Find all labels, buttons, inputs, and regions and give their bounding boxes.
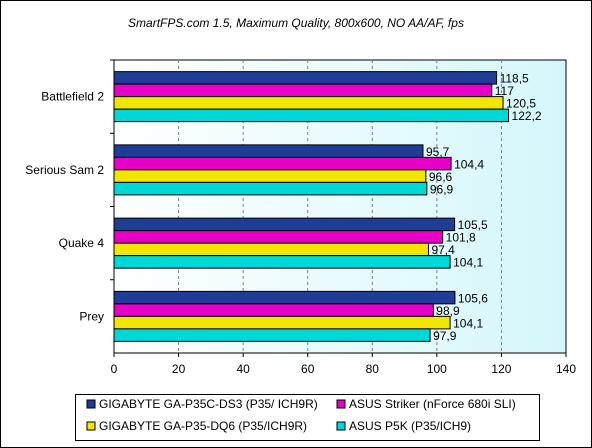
- x-axis-ticks: 0 20 40 60 80 100 120 140: [111, 353, 576, 376]
- bar: [113, 144, 424, 158]
- bar: [113, 169, 427, 183]
- bar: [113, 290, 456, 305]
- bar: [113, 217, 456, 232]
- legend: GIGABYTE GA-P35C-DS3 (P35/ ICH9R) ASUS St…: [75, 394, 540, 441]
- data-label: 105,6: [458, 291, 488, 305]
- x-tick-label: 20: [172, 362, 186, 376]
- category-label: Quake 4: [59, 236, 105, 250]
- data-label: 105,5: [458, 218, 488, 232]
- x-tick-label: 100: [427, 362, 447, 376]
- legend-swatch: [336, 399, 346, 409]
- bar: [113, 315, 451, 330]
- legend-label: GIGABYTE GA-P35C-DS3 (P35/ ICH9R): [99, 397, 318, 411]
- category-labels: Battlefield 2 Serious Sam 2 Quake 4 Prey: [25, 59, 114, 323]
- legend-label: GIGABYTE GA-P35-DQ6 (P35/ICH9R): [99, 419, 307, 433]
- bar: [113, 83, 493, 98]
- data-label: 97,9: [433, 329, 457, 343]
- bar: [113, 255, 451, 269]
- chart-title: SmartFPS.com 1.5, Maximum Quality, 800x6…: [128, 16, 464, 30]
- data-label: 120,5: [506, 97, 536, 111]
- data-label: 122,2: [512, 109, 542, 123]
- bar: [113, 108, 510, 123]
- x-tick-label: 0: [111, 362, 118, 376]
- data-label: 104,1: [453, 316, 483, 330]
- data-label: 101,8: [446, 231, 476, 245]
- category-label: Battlefield 2: [41, 90, 104, 104]
- legend-swatch: [86, 399, 96, 409]
- x-tick-label: 60: [301, 362, 315, 376]
- bar: [113, 328, 431, 342]
- legend-box: [75, 394, 540, 441]
- x-tick-label: 120: [491, 362, 511, 376]
- legend-label: ASUS P5K (P35/ICH9): [349, 419, 471, 433]
- bar: [113, 181, 428, 196]
- bar: [113, 71, 498, 85]
- legend-swatch: [86, 421, 96, 431]
- data-label: 98,9: [436, 304, 460, 318]
- category-label: Prey: [79, 309, 104, 323]
- data-label: 97,4: [431, 243, 455, 257]
- data-label: 96,6: [429, 170, 453, 184]
- data-label: 118,5: [500, 72, 529, 86]
- x-tick-label: 140: [556, 362, 576, 376]
- x-tick-label: 80: [366, 362, 380, 376]
- bar: [113, 242, 429, 257]
- data-label: 117: [495, 84, 514, 98]
- x-tick-label: 40: [236, 362, 250, 376]
- legend-label: ASUS Striker (nForce 680i SLI): [349, 397, 516, 411]
- data-label: 104,4: [454, 157, 484, 171]
- bar: [113, 230, 444, 244]
- category-label: Serious Sam 2: [25, 163, 104, 177]
- bar: [113, 96, 504, 110]
- data-label: 104,1: [453, 256, 483, 270]
- data-label: 96,9: [430, 182, 454, 196]
- bars: [113, 71, 510, 342]
- bar: [113, 303, 434, 317]
- bar: [113, 156, 452, 171]
- data-label: 95,7: [426, 145, 450, 159]
- legend-swatch: [336, 421, 346, 431]
